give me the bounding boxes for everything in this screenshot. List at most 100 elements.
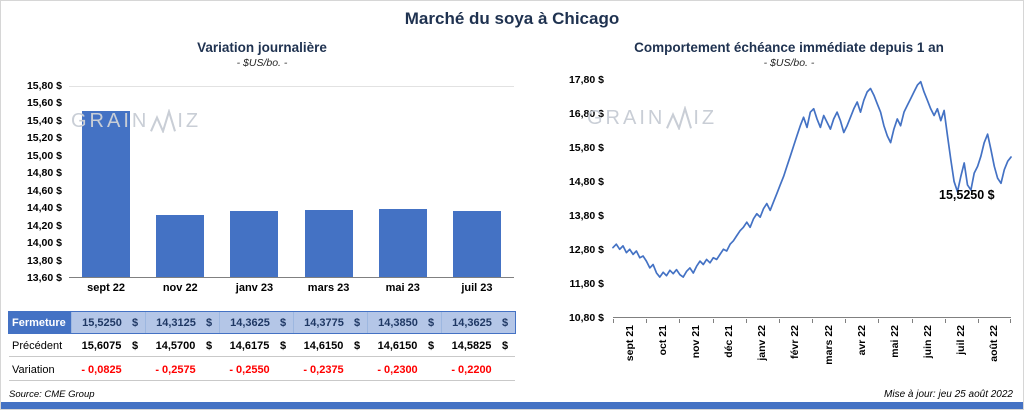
line-x-tick-text: août 22 bbox=[988, 325, 1001, 362]
line-x-tick-text: mars 22 bbox=[822, 325, 835, 365]
line-x-tick-text: avr 22 bbox=[855, 325, 868, 356]
bar-chart-y-tick-label: 14,60 $ bbox=[26, 184, 62, 197]
table-cell: - 0,2575 bbox=[145, 360, 219, 380]
updated-note: Mise à jour: jeu 25 août 2022 bbox=[884, 389, 1013, 400]
price-line bbox=[612, 80, 1012, 278]
table-cell: 15,5250 $ bbox=[71, 312, 145, 333]
line-chart-y-axis: 17,80 $ 16,80 $ 15,80 $ 14,80 $ 13,80 $ 12,80… bbox=[559, 74, 607, 324]
cell-value: - 0,2550 bbox=[229, 364, 270, 376]
cell-value: 14,6175 bbox=[229, 340, 270, 352]
table-cell: 14,3125 $ bbox=[145, 312, 219, 333]
bar-x-tick-label: juil 23 bbox=[461, 282, 493, 294]
currency-symbol: $ bbox=[428, 316, 435, 329]
bar-chart-y-tick-label: 15,80 $ bbox=[26, 80, 62, 92]
cell-value: 14,6150 bbox=[303, 340, 344, 352]
page-title: Marché du soya à Chicago bbox=[404, 9, 620, 28]
row-label: Précédent bbox=[12, 340, 63, 352]
table-row-negative: Variation - 0,0825 - 0,2575 - 0,2550 - 0,237… bbox=[9, 360, 515, 381]
bar-5 bbox=[452, 211, 501, 277]
bar-x-tick-label: sept 22 bbox=[87, 282, 126, 294]
bar-chart-y-tick-label: 13,80 $ bbox=[26, 254, 62, 267]
line-x-tick-label: mars 22 bbox=[812, 325, 845, 383]
line-x-tick-text: janv 22 bbox=[756, 325, 769, 361]
line-x-tick-text: févr 22 bbox=[789, 325, 802, 359]
last-price-annotation: 15,5250 $ bbox=[939, 188, 995, 202]
line-x-tick-mark bbox=[646, 319, 648, 323]
row-label: Variation bbox=[12, 364, 55, 376]
line-x-tick-label: août 22 bbox=[978, 325, 1011, 383]
bar-chart-y-tick-label: 14,00 $ bbox=[26, 237, 62, 250]
line-x-tick-label: nov 21 bbox=[679, 325, 712, 383]
currency-symbol: $ bbox=[502, 316, 509, 329]
line-x-tick-label: mai 22 bbox=[878, 325, 911, 383]
line-x-tick-text: juin 22 bbox=[922, 325, 935, 359]
cell-value: - 0,2575 bbox=[155, 364, 196, 376]
table-cell: 14,6150 $ bbox=[367, 336, 441, 356]
line-chart-y-tick-label: 11,80 $ bbox=[569, 278, 604, 290]
row-label: Fermeture bbox=[9, 312, 71, 333]
line-chart-subtitle: - $US/bo. - bbox=[763, 57, 815, 69]
cell-value: 15,5250 bbox=[82, 316, 122, 329]
bar-1 bbox=[156, 215, 205, 277]
line-chart-y-tick-label: 17,80 $ bbox=[568, 74, 604, 86]
line-x-tick-mark bbox=[1010, 319, 1011, 323]
cell-value: 15,6075 bbox=[81, 340, 122, 352]
line-chart-y-tick-label: 14,80 $ bbox=[568, 176, 604, 188]
cell-value: 14,3125 bbox=[156, 316, 196, 329]
table-cell: - 0,2550 bbox=[219, 360, 293, 380]
table-cell: 14,3625 $ bbox=[219, 312, 293, 333]
cell-value: - 0,2200 bbox=[451, 364, 492, 376]
currency-symbol: $ bbox=[132, 316, 139, 329]
table-cell: 14,3850 $ bbox=[367, 312, 441, 333]
line-x-tick-label: janv 22 bbox=[746, 325, 779, 383]
table-cell: 14,5825 $ bbox=[441, 336, 515, 356]
bar-slot bbox=[366, 87, 440, 277]
line-x-tick-label: oct 21 bbox=[646, 325, 679, 383]
line-chart-x-axis: sept 21 oct 21 nov 21 déc 21 janv 22 févr 22 m… bbox=[613, 319, 1011, 385]
line-x-tick-mark bbox=[911, 319, 913, 323]
bar-slot bbox=[440, 87, 514, 277]
line-chart-y-tick-label: 12,80 $ bbox=[568, 244, 604, 256]
line-chart-y-tick-label: 15,80 $ bbox=[568, 142, 604, 154]
table-cell: 15,6075 $ bbox=[71, 336, 145, 356]
bar-chart-y-axis: 15,80 $ 15,60 $ 15,40 $ 15,20 $ 15,00 $ 14,80… bbox=[9, 80, 65, 284]
line-x-tick-text: déc 21 bbox=[723, 325, 736, 358]
line-x-tick-mark bbox=[745, 319, 747, 323]
bar-4 bbox=[378, 209, 427, 277]
line-chart-title: Comportement échéance immédiate depuis 1… bbox=[634, 40, 944, 55]
cell-value: 14,5825 bbox=[451, 340, 492, 352]
line-x-tick-label: avr 22 bbox=[845, 325, 878, 383]
bar-chart-plot: GRAIN IZ bbox=[69, 86, 514, 278]
line-chart-y-tick-label: 13,80 $ bbox=[568, 210, 604, 222]
currency-symbol: $ bbox=[206, 340, 213, 352]
price-line-svg bbox=[612, 80, 1012, 278]
bar-chart-y-tick-label: 14,40 $ bbox=[26, 202, 62, 215]
line-x-tick-mark bbox=[613, 319, 614, 323]
bar-slot bbox=[143, 87, 217, 277]
cell-value: 14,6150 bbox=[377, 340, 418, 352]
one-year-behavior-panel: Comportement échéance immédiate depuis 1… bbox=[559, 39, 1019, 390]
daily-variation-panel: Variation journalière - $US/bo. - 15,80 … bbox=[8, 39, 516, 400]
bar-slot bbox=[69, 87, 143, 277]
line-x-tick-mark bbox=[812, 319, 813, 323]
footer-accent-bar bbox=[1, 402, 1023, 409]
bar-x-tick-label: mai 23 bbox=[385, 282, 420, 294]
line-x-tick-label: sept 21 bbox=[613, 325, 646, 383]
table-cell: 14,3625 $ bbox=[441, 312, 515, 333]
bar-x-tick-label: mars 23 bbox=[307, 282, 350, 294]
bar-slot bbox=[217, 87, 291, 277]
line-x-tick-label: juin 22 bbox=[912, 325, 945, 383]
currency-symbol: $ bbox=[132, 340, 139, 352]
bar-2 bbox=[230, 211, 279, 277]
bar-0 bbox=[82, 110, 131, 277]
bar-chart: 15,80 $ 15,60 $ 15,40 $ 15,20 $ 15,00 $ 14,80… bbox=[9, 80, 515, 308]
line-x-tick-text: oct 21 bbox=[656, 325, 669, 356]
bar-chart-subtitle: - $US/bo. - bbox=[236, 57, 288, 69]
cell-value: 14,3625 bbox=[230, 316, 270, 329]
table-cell: 14,6175 $ bbox=[219, 336, 293, 356]
cell-value: - 0,2375 bbox=[303, 364, 344, 376]
bar-chart-y-tick-label: 14,20 $ bbox=[26, 219, 62, 232]
bar-chart-y-tick-label: 15,60 $ bbox=[26, 97, 62, 110]
cell-value: 14,3775 bbox=[304, 316, 344, 329]
cell-value: 14,3850 bbox=[378, 316, 418, 329]
